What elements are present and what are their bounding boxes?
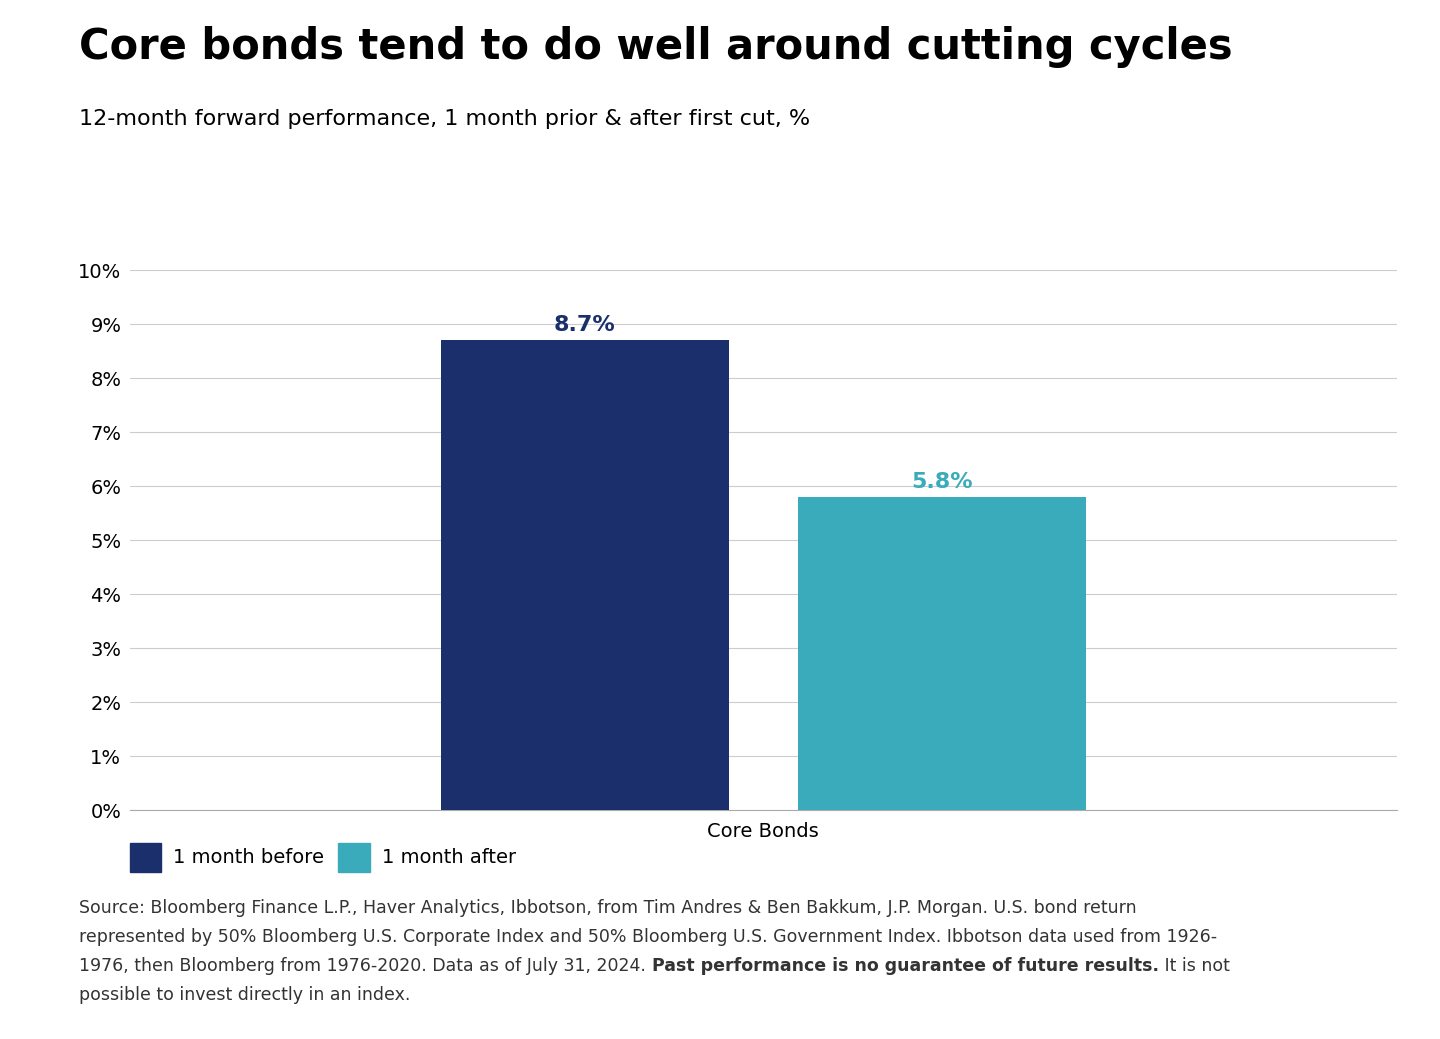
Text: represented by 50% Bloomberg U.S. Corporate Index and 50% Bloomberg U.S. Governm: represented by 50% Bloomberg U.S. Corpor… <box>79 928 1217 945</box>
Text: Source: Bloomberg Finance L.P., Haver Analytics, Ibbotson, from Tim Andres & Ben: Source: Bloomberg Finance L.P., Haver An… <box>79 899 1136 916</box>
Text: 12-month forward performance, 1 month prior & after first cut, %: 12-month forward performance, 1 month pr… <box>79 109 811 129</box>
Text: Past performance is no guarantee of future results.: Past performance is no guarantee of futu… <box>651 957 1159 975</box>
Text: 8.7%: 8.7% <box>554 315 615 335</box>
Bar <box>798 497 1086 810</box>
Text: 5.8%: 5.8% <box>912 472 972 491</box>
Text: 1 month before: 1 month before <box>173 848 324 867</box>
Text: It is not: It is not <box>1159 957 1230 975</box>
Text: possible to invest directly in an index.: possible to invest directly in an index. <box>79 986 410 1004</box>
Bar <box>441 341 729 810</box>
Text: 1976, then Bloomberg from 1976-2020. Data as of July 31, 2024.: 1976, then Bloomberg from 1976-2020. Dat… <box>79 957 651 975</box>
Text: Core bonds tend to do well around cutting cycles: Core bonds tend to do well around cuttin… <box>79 26 1233 68</box>
Text: 1 month after: 1 month after <box>382 848 516 867</box>
